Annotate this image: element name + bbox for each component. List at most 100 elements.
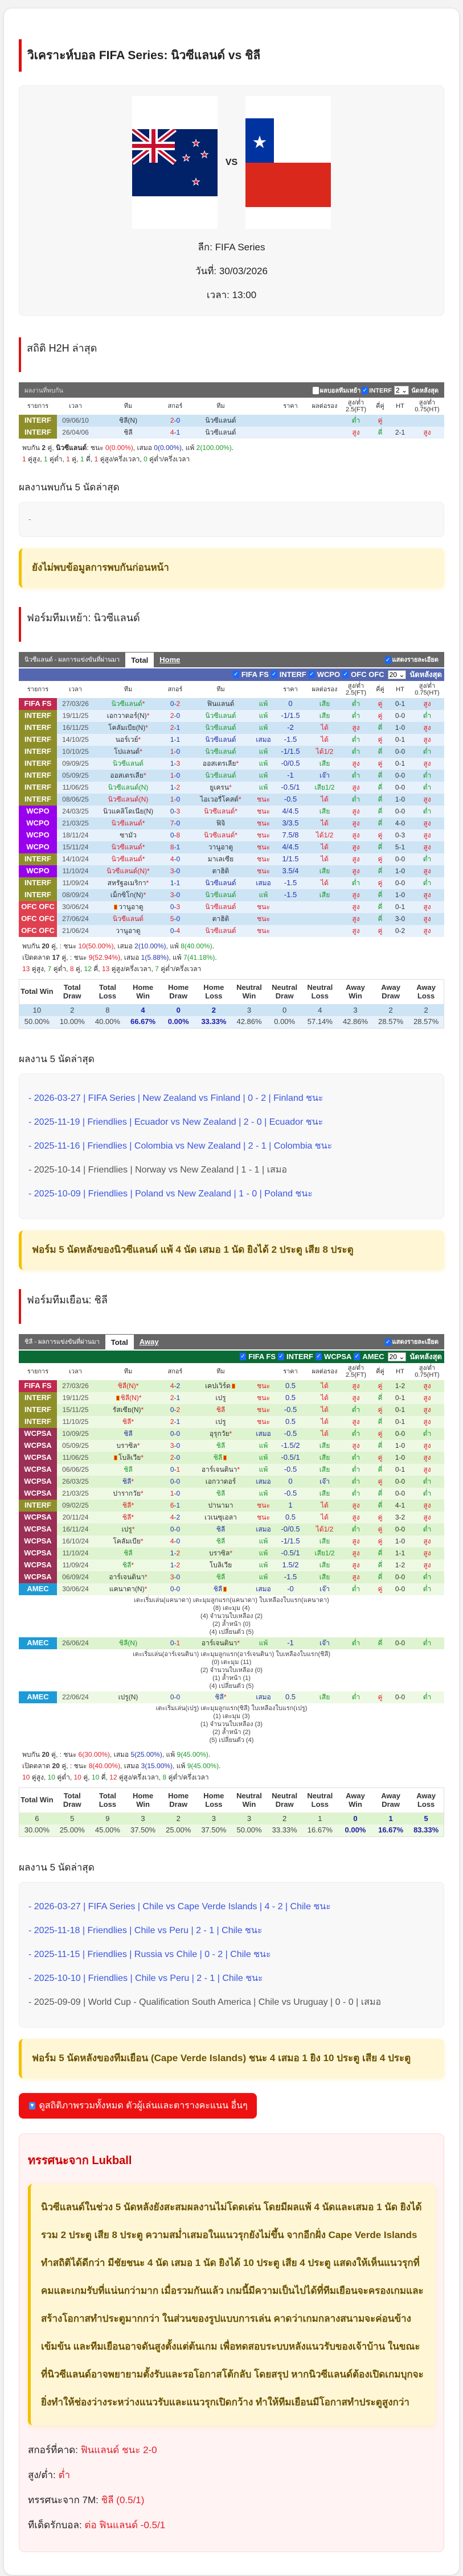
team-name[interactable]: เม็กซิโก(N)	[110, 890, 144, 899]
table-row[interactable]: INTERF 09/02/25 ชิลี* 6-1 ปานามา ชนะ 1 ได้ สูง คี…	[19, 1499, 444, 1512]
team-name[interactable]: อาร์เจนตินา	[109, 1572, 145, 1581]
table-row[interactable]: WCPO 18/11/24 ซามัว 0-8 นิวซีแลนด์* ชนะ 7.5/8 ไ…	[19, 829, 444, 841]
recent-match-link[interactable]: - 2026-03-27 | FIFA Series | Chile vs Ca…	[28, 1901, 331, 1912]
table-row[interactable]: WCPSA 16/10/24 โคลัมเบีย* 4-0 ชิลี แพ้ -1/1.5 เ…	[19, 1535, 444, 1547]
score-cell[interactable]: 1-0	[162, 746, 188, 758]
table-row[interactable]: WCPO 15/11/24 นิวซีแลนด์* 8-1 วานูอาตู ชนะ 4/4…	[19, 841, 444, 853]
competition-badge[interactable]: WCPO	[19, 841, 57, 853]
match-count-select[interactable]: 2 ⌄	[394, 385, 409, 395]
competition-badge[interactable]: WCPSA	[19, 1535, 57, 1547]
interf-checkbox[interactable]: ✓	[362, 387, 368, 395]
competition-badge[interactable]: INTERF	[19, 1403, 57, 1416]
recent-match-link[interactable]: - 2025-10-09 | Friendlies | Poland vs Ne…	[28, 1188, 313, 1199]
score-cell[interactable]: 4-2	[162, 1512, 188, 1524]
team-name[interactable]: เปรู(N)	[118, 1692, 138, 1701]
table-row[interactable]: INTERF 09/09/25 นิวซีแลนด์ 1-3 ออสเตรเลีย* แพ…	[19, 757, 444, 770]
competition-badge[interactable]: INTERF	[19, 1392, 57, 1404]
team-name[interactable]: รัสเซีย(N)	[112, 1405, 141, 1414]
team-name[interactable]: ชิลี	[216, 1441, 226, 1450]
team-name[interactable]: ชิลี	[124, 1465, 133, 1473]
team-name[interactable]: นิวซีแลนด์	[204, 807, 235, 815]
filter-checkbox[interactable]: ✓	[354, 1353, 360, 1361]
table-row[interactable]: INTERF 19/11/25 ชิลี(N)* 2-1 เปรู ชนะ 0.5 ได้ สู…	[19, 1392, 444, 1404]
table-row[interactable]: AMEC 30/06/24 แคนาดา(N)* 0-0 ชิลี เสมอ -0 เจ๊าต…	[19, 1583, 444, 1595]
table-row[interactable]: WCPSA 06/09/24 อาร์เจนตินา* 3-0 ชิลี แพ้ -1.5 เ…	[19, 1571, 444, 1583]
table-row[interactable]: INTERF 15/11/25 รัสเซีย(N)* 0-2 ชิลี ชนะ -0.5 ไ…	[19, 1403, 444, 1416]
team-name[interactable]: นิวซีแลนด์	[204, 831, 235, 839]
team-name[interactable]: นิวซีแลนด์	[112, 759, 144, 767]
table-row[interactable]: INTERF 11/09/24 สหรัฐอเมริกา* 1-1 นิวซีแลนด์…	[19, 877, 444, 889]
score-cell[interactable]: 0-8	[162, 829, 188, 841]
competition-badge[interactable]: INTERF	[19, 793, 57, 806]
competition-badge[interactable]: WCPSA	[19, 1463, 57, 1476]
team-name[interactable]: เอกวาดอร์(N)	[106, 711, 147, 720]
recent-match-link[interactable]: - 2025-10-10 | Friendlies | Chile vs Per…	[28, 1973, 263, 1983]
score-cell[interactable]: 0-0	[162, 1691, 188, 1703]
competition-badge[interactable]: INTERF	[19, 1499, 57, 1512]
table-row[interactable]: WCPO 24/03/25 นิวแคลิโดเนีย(N) 0-3 นิวซีแลนด…	[19, 805, 444, 818]
team-name[interactable]: นิวซีแลนด์	[205, 878, 236, 887]
team-name[interactable]: นิวซีแลนด์	[205, 747, 236, 756]
team-name[interactable]: ชิลี	[216, 1572, 226, 1581]
competition-badge[interactable]: INTERF	[19, 769, 57, 782]
score-cell[interactable]: 0-0	[162, 1524, 188, 1535]
team-name[interactable]: ชิลี(N)	[118, 416, 138, 424]
score-cell[interactable]: 2-0	[162, 1452, 188, 1464]
competition-badge[interactable]: WCPSA	[19, 1487, 57, 1500]
score-cell[interactable]: 2-1	[162, 1392, 188, 1404]
score-cell[interactable]: 0-3	[162, 901, 188, 913]
score-cell[interactable]: 0-4	[162, 925, 188, 937]
competition-badge[interactable]: FIFA FS	[19, 697, 57, 710]
table-row[interactable]: OFC OFC 27/06/24 นิวซีแลนด์ 5-0 ตาฮิติ ชนะ สูง…	[19, 913, 444, 925]
filter-checkbox[interactable]: ✓	[308, 671, 315, 679]
home-only-checkbox[interactable]	[312, 387, 319, 395]
table-row[interactable]: WCPSA 20/11/24 ชิลี* 4-2 เวเนซุเอลา ชนะ 0.5 ได้…	[19, 1511, 444, 1524]
team-name[interactable]: ชิลี(N)	[118, 1638, 138, 1647]
competition-badge[interactable]: AMEC	[19, 1583, 57, 1595]
table-row[interactable]: AMEC 22/06/24 เปรู(N) 0-0 ชิลี* เสมอ 0.5 เสีย ต่…	[19, 1691, 444, 1703]
team-name[interactable]: ชิลี	[216, 1537, 226, 1545]
team-name[interactable]: ชิลี	[122, 1501, 132, 1509]
team-name[interactable]: เอกวาดอร์	[205, 1477, 236, 1485]
score-cell[interactable]: 4-0	[162, 1535, 188, 1547]
team-name[interactable]: นิวซีแลนด์	[205, 428, 236, 436]
team-name[interactable]: ชิลี	[216, 1489, 226, 1497]
table-row[interactable]: WCPSA 16/11/24 เปรู* 0-0 ชิลี เสมอ -0/0.5 ได้1/…	[19, 1523, 444, 1535]
table-row[interactable]: WCPO 11/10/24 นิวซีแลนด์(N)* 3-0 ตาฮิติ ชนะ 3.…	[19, 865, 444, 877]
score-cell[interactable]: 3-0	[162, 1571, 188, 1583]
team-name[interactable]: นิวแคลิโดเนีย(N)	[103, 807, 154, 815]
table-row[interactable]: INTERF 08/06/25 นิวซีแลนด์(N) 1-0 ไอเวอรี่โค…	[19, 793, 444, 806]
competition-badge[interactable]: WCPSA	[19, 1475, 57, 1488]
score-cell[interactable]: 8-1	[162, 841, 188, 853]
score-cell[interactable]: 0-1	[162, 1637, 188, 1649]
score-cell[interactable]: 1-0	[162, 1488, 188, 1500]
competition-badge[interactable]: WCPSA	[19, 1451, 57, 1464]
table-row[interactable]: WCPSA 11/10/24 ชิลี 1-2 บราซิล* แพ้ -0.5/1 เสีย…	[19, 1547, 444, 1559]
score-cell[interactable]: 2-1	[162, 722, 188, 734]
score-cell[interactable]: 1-1	[162, 734, 188, 746]
competition-badge[interactable]: WCPSA	[19, 1559, 57, 1571]
table-row[interactable]: INTERF 26/04/06 ชิลี 4-1 นิวซีแลนด์ สูง คี่ 2-1…	[19, 427, 444, 439]
table-row[interactable]: INTERF 14/10/24 นิวซีแลนด์* 4-0 มาเลเซีย ชนะ 1…	[19, 853, 444, 865]
team-name[interactable]: อาร์เจนตินา	[201, 1638, 237, 1647]
table-row[interactable]: INTERF 05/09/25 ออสเตรเลีย* 1-0 นิวซีแลนด์ แพ…	[19, 769, 444, 782]
table-row[interactable]: WCPSA 10/09/25 ชิลี 0-0 อุรุกวัย* เสมอ -0.5 ได้…	[19, 1427, 444, 1440]
team-name[interactable]: นิวซีแลนด์	[205, 711, 236, 720]
table-row[interactable]: FIFA FS 27/03/26 นิวซีแลนด์* 0-2 ฟินแลนด์ แพ้…	[19, 697, 444, 710]
team-name[interactable]: ชิลี	[124, 1549, 133, 1557]
checkbox-checked-icon[interactable]: ✓	[384, 656, 391, 664]
recent-match-link[interactable]: - 2025-11-18 | Friendlies | Chile vs Per…	[28, 1925, 263, 1935]
team-name[interactable]: ชิลี	[122, 1561, 132, 1569]
score-cell[interactable]: 1-1	[162, 877, 188, 889]
team-name[interactable]: ชิลี(N)	[120, 1393, 139, 1402]
score-cell[interactable]: 2-0	[162, 415, 188, 427]
team-name[interactable]: โคลัมเบีย	[113, 1537, 141, 1545]
competition-badge[interactable]: WCPSA	[19, 1511, 57, 1524]
team-name[interactable]: นิวซีแลนด์	[205, 890, 236, 899]
score-cell[interactable]: 7-0	[162, 818, 188, 829]
tab-home[interactable]: Home	[159, 655, 181, 664]
team-name[interactable]: ชิลี	[213, 1453, 223, 1462]
team-name[interactable]: เปรู	[121, 1525, 132, 1533]
team-name[interactable]: ชิลี	[216, 1525, 226, 1533]
competition-badge[interactable]: INTERF	[19, 781, 57, 794]
